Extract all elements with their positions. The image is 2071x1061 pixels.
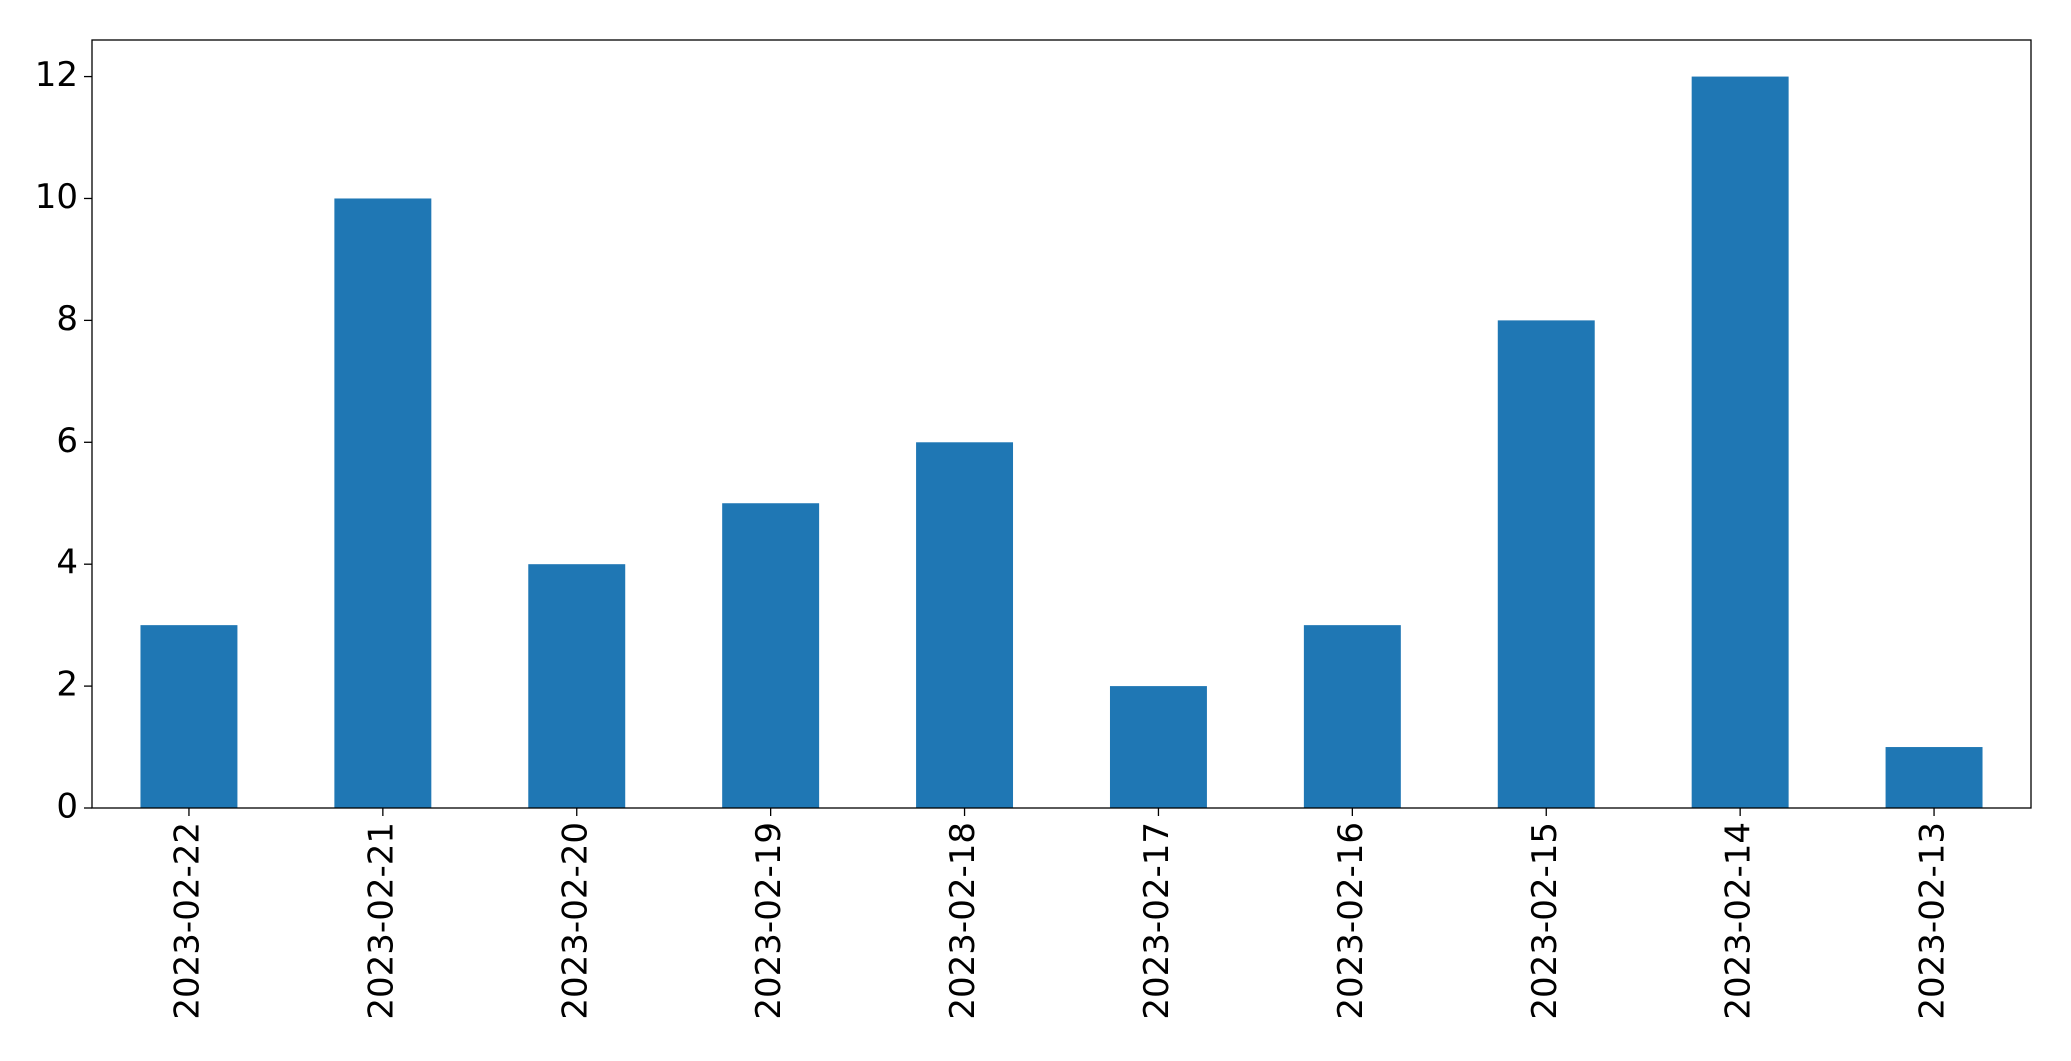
y-tick-label: 8 bbox=[56, 299, 78, 339]
bar bbox=[916, 442, 1014, 808]
y-tick-label: 4 bbox=[56, 543, 78, 583]
x-tick-label: 2023-02-13 bbox=[1913, 822, 1953, 1020]
x-tick-label: 2023-02-15 bbox=[1525, 822, 1565, 1020]
bar bbox=[1885, 747, 1983, 808]
y-tick-label: 6 bbox=[56, 421, 78, 461]
x-tick-label: 2023-02-14 bbox=[1719, 822, 1759, 1020]
bar bbox=[1109, 686, 1207, 808]
y-tick-label: 2 bbox=[56, 665, 78, 705]
x-tick-label: 2023-02-17 bbox=[1137, 822, 1177, 1020]
bar bbox=[334, 198, 432, 808]
x-tick-label: 2023-02-19 bbox=[749, 822, 789, 1020]
plot-frame bbox=[91, 39, 2032, 809]
x-tick-label: 2023-02-21 bbox=[361, 822, 401, 1020]
y-tick-label: 0 bbox=[56, 787, 78, 827]
bar bbox=[1497, 320, 1595, 808]
x-tick-label: 2023-02-16 bbox=[1331, 822, 1371, 1020]
x-tick-label: 2023-02-20 bbox=[555, 822, 595, 1020]
bar bbox=[528, 564, 626, 808]
bar bbox=[1691, 76, 1789, 809]
x-tick-label: 2023-02-22 bbox=[167, 822, 207, 1020]
bar bbox=[722, 503, 820, 808]
bar bbox=[140, 625, 238, 808]
y-tick-label: 12 bbox=[35, 55, 78, 95]
bar bbox=[1303, 625, 1401, 808]
y-tick-label: 10 bbox=[35, 177, 78, 217]
x-tick-label: 2023-02-18 bbox=[943, 822, 983, 1020]
